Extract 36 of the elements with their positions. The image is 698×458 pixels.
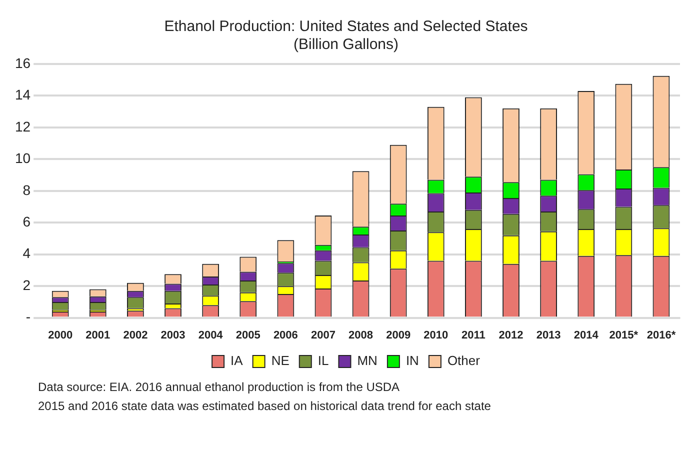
- text: 2015 and 2016 state data was estimated based on historical data trend for each state: [38, 398, 492, 415]
- y-tick-label: 14: [14, 86, 31, 103]
- y-tick-label: 6: [22, 213, 31, 230]
- legend-label: IA: [230, 353, 244, 368]
- source-note: Data source: EIA. 2016 annual ethanol production is from the USDA: [38, 379, 401, 396]
- x-tick-label: 2014: [574, 329, 600, 342]
- x-tick-label: 2015*: [609, 329, 639, 342]
- x-tick-label: 2000: [48, 329, 73, 342]
- x-tick-label: 2002: [123, 329, 148, 342]
- chart-title: Ethanol Production: United States and Selected States: [164, 18, 528, 36]
- x-tick-label: 2004: [198, 329, 224, 342]
- x-tick-label: 2009: [386, 329, 411, 342]
- x-tick-label: 2016*: [646, 329, 676, 342]
- legend-label: IN: [406, 353, 419, 368]
- x-tick-label: 2013: [536, 329, 561, 342]
- x-tick-label: 2010: [424, 329, 448, 342]
- x-tick-label: 2003: [160, 329, 186, 342]
- y-tick-label: 4: [22, 245, 31, 262]
- y-tick-label: -: [26, 308, 31, 325]
- legend-label: Other: [447, 353, 481, 368]
- legend-label: NE: [271, 353, 290, 368]
- x-tick-label: 2006: [273, 329, 298, 342]
- x-tick-label: 2001: [86, 329, 110, 342]
- x-tick-label: 2011: [462, 329, 486, 342]
- x-tick-label: 2007: [310, 329, 336, 342]
- legend-label: MN: [357, 353, 378, 368]
- x-tick-label: 2005: [236, 329, 260, 342]
- x-tick-label: 2012: [498, 329, 524, 342]
- y-tick-label: 2: [22, 276, 31, 293]
- y-tick-label: 10: [14, 150, 31, 166]
- chart-subtitle: (Billion Gallons): [293, 36, 399, 54]
- y-tick-label: 12: [14, 118, 31, 134]
- y-tick-label: 16: [14, 54, 31, 71]
- y-tick-label: 8: [22, 182, 31, 198]
- legend-label: IL: [318, 353, 329, 368]
- x-tick-label: 2008: [348, 329, 374, 342]
